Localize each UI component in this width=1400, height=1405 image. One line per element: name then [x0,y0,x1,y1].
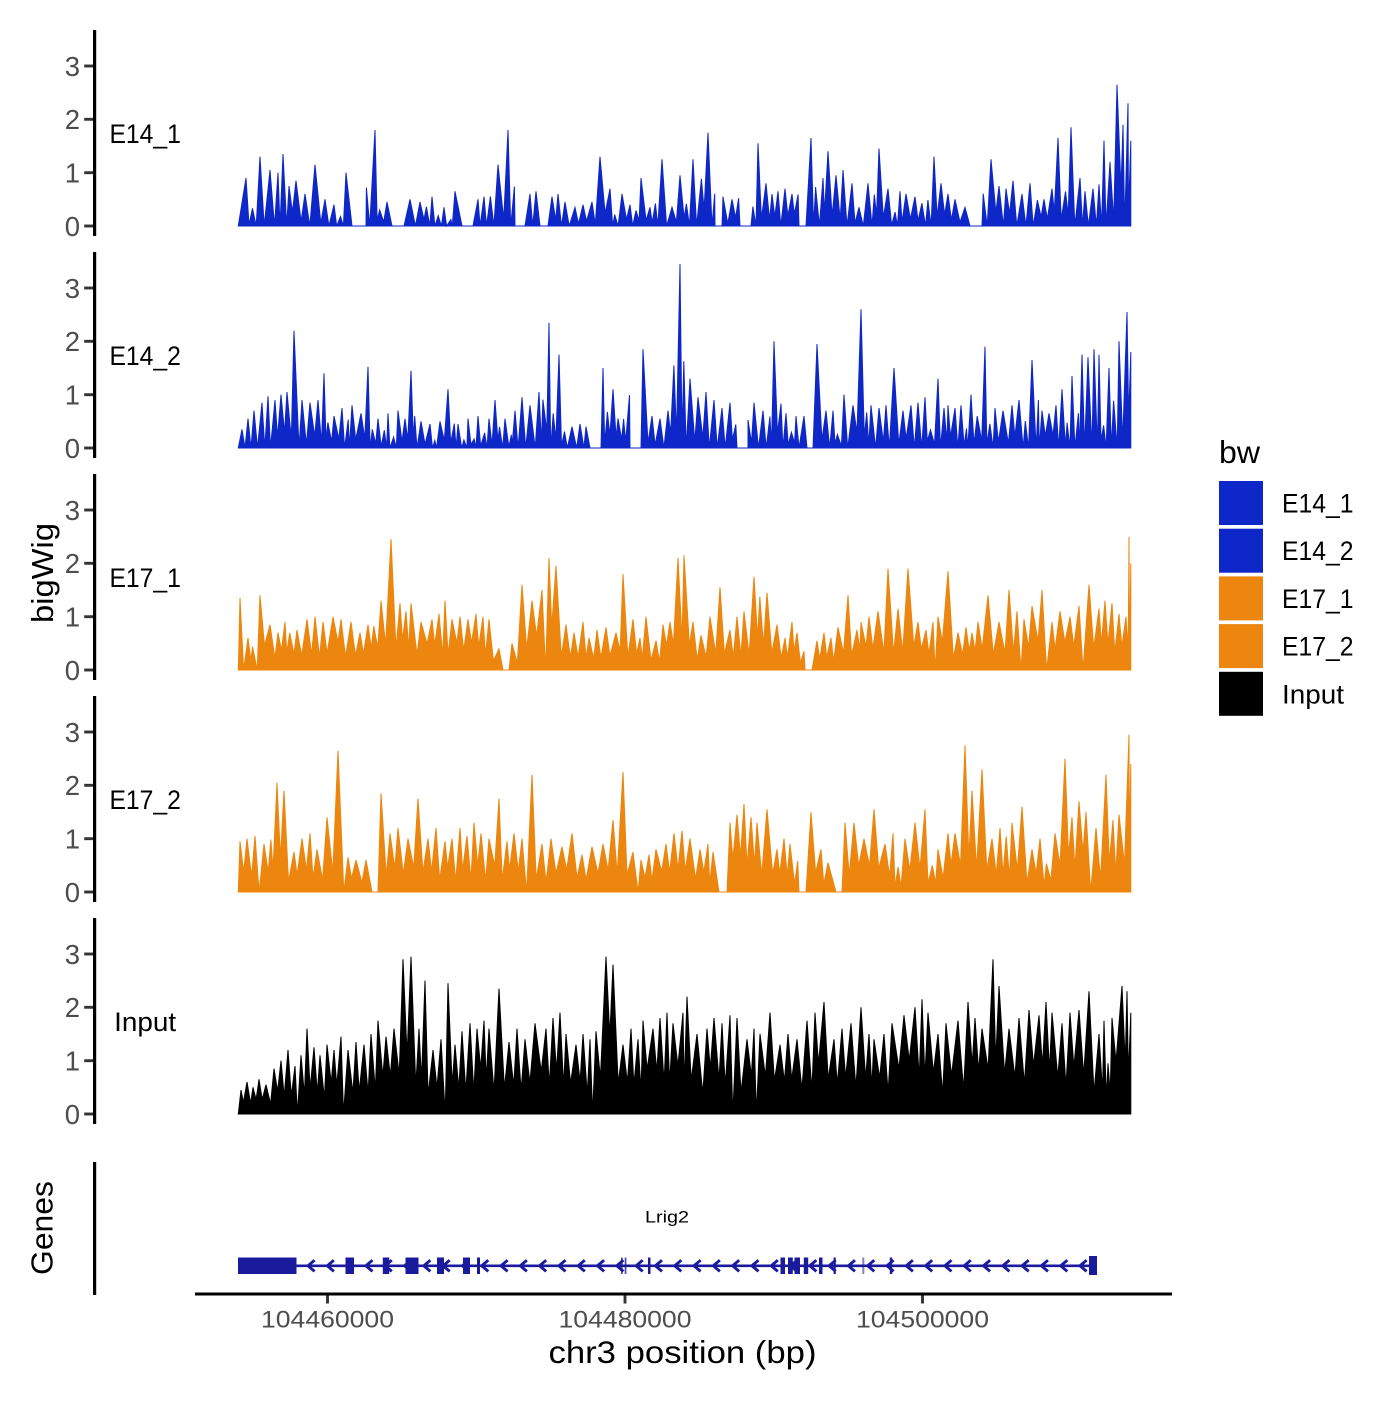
svg-text:0: 0 [65,1099,80,1130]
svg-text:1: 1 [65,824,80,855]
svg-text:0: 0 [65,211,80,242]
svg-text:E17_1: E17_1 [1282,584,1354,614]
svg-text:E17_2: E17_2 [1282,632,1354,662]
svg-text:0: 0 [65,877,80,908]
svg-text:3: 3 [65,51,80,82]
svg-text:104500000: 104500000 [856,1307,989,1334]
svg-text:3: 3 [65,273,80,304]
svg-text:0: 0 [65,433,80,464]
svg-text:3: 3 [65,939,80,970]
svg-text:2: 2 [65,992,80,1023]
svg-text:0: 0 [65,655,80,686]
svg-text:bigWig: bigWig [25,523,60,623]
svg-text:104460000: 104460000 [261,1307,394,1334]
svg-text:E14_2: E14_2 [1282,536,1354,566]
svg-text:E14_1: E14_1 [109,119,181,149]
svg-text:2: 2 [65,548,80,579]
svg-text:chr3 position (bp): chr3 position (bp) [549,1334,817,1370]
svg-text:1: 1 [65,158,80,189]
svg-text:2: 2 [65,326,80,357]
svg-text:Genes: Genes [25,1181,60,1275]
svg-text:2: 2 [65,104,80,135]
svg-text:Input: Input [114,1007,177,1037]
svg-text:2: 2 [65,770,80,801]
svg-text:E14_2: E14_2 [109,341,181,371]
svg-text:E17_2: E17_2 [109,785,181,815]
svg-text:3: 3 [65,717,80,748]
svg-text:E14_1: E14_1 [1282,489,1354,519]
svg-text:1: 1 [65,602,80,633]
svg-text:bw: bw [1219,434,1260,470]
svg-text:1: 1 [65,1046,80,1077]
svg-text:104480000: 104480000 [559,1307,692,1334]
svg-text:E17_1: E17_1 [109,563,181,593]
svg-text:1: 1 [65,380,80,411]
svg-text:3: 3 [65,495,80,526]
svg-text:Input: Input [1282,679,1345,709]
svg-text:Lrig2: Lrig2 [645,1208,689,1227]
